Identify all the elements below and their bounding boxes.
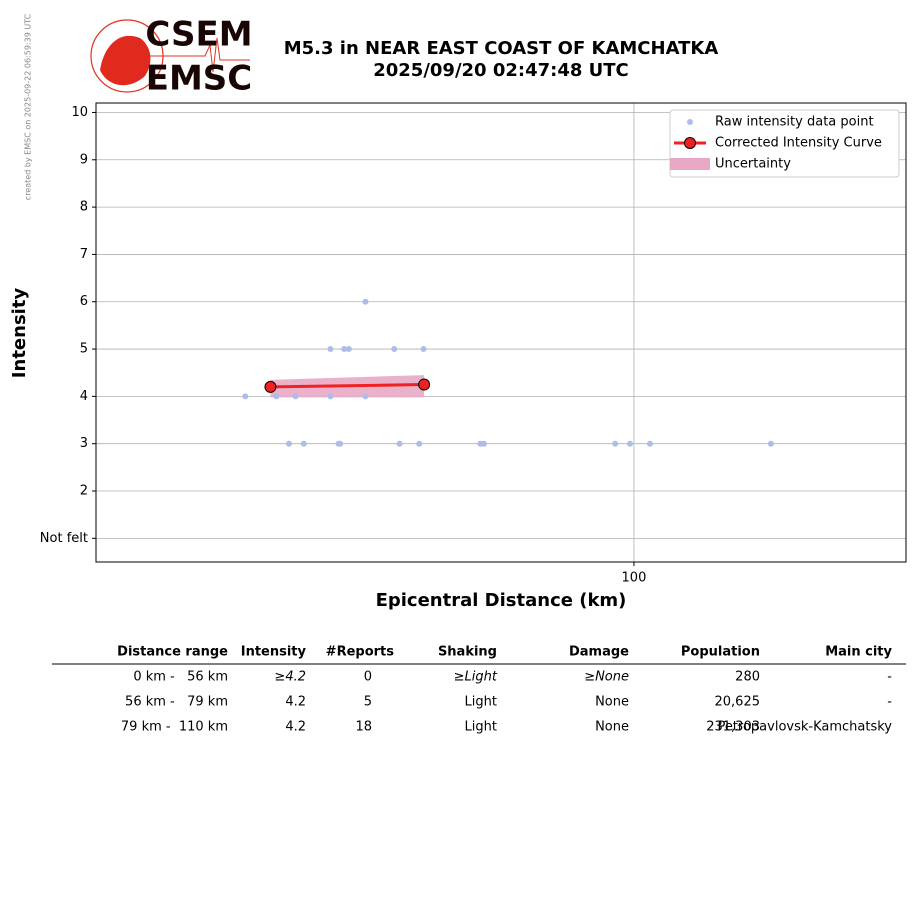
data-point [341,346,348,353]
table-cell: 4.2 [285,695,306,710]
table-cell: Petropavlovsk-Kamchatsky [717,720,892,735]
table-cell: ≥Light [454,670,498,685]
table-cell: Light [465,695,497,710]
data-point [416,440,423,447]
table-header: Main city [825,645,892,660]
table-cell: - [887,670,892,685]
table-cell: None [595,695,629,710]
y-tick-label: 8 [80,200,88,215]
x-tick-label: 100 [622,571,647,586]
legend-swatch [670,158,710,170]
table-cell: 5 [364,695,372,710]
data-point [362,298,369,305]
intensity-curve [270,383,425,389]
y-tick-label: 2 [80,484,88,499]
logo-text: CSEM [145,15,252,55]
logo: CSEM EMSC [90,15,253,99]
y-tick-label: 6 [80,294,88,309]
data-point [242,393,249,400]
data-point [362,393,369,400]
table-cell: - [887,695,892,710]
legend-label: Uncertainty [715,157,791,172]
data-point [273,393,280,400]
y-tick-label: Not felt [40,531,88,546]
table-header: Distance range [117,645,228,660]
watermark: created by EMSC on 2025-09-22 06:59:39 U… [24,13,33,200]
data-point [626,440,633,447]
table-cell: 79 km - 110 km [121,720,228,735]
legend-box [669,109,900,178]
data-point [420,346,427,353]
logo-text: EMSC [146,59,253,99]
table-cell: 4.2 [285,720,306,735]
table-header: Intensity [241,645,307,660]
y-tick-label: 10 [71,105,88,120]
table-cell: None [595,720,629,735]
chart-title: M5.3 in NEAR EAST COAST OF KAMCHATKA [284,38,719,59]
table-cell: 0 [364,670,372,685]
data-point [300,440,307,447]
logo-map [100,35,151,86]
plot-frame [95,102,907,563]
legend-swatch [687,119,693,125]
table-header: Shaking [438,645,497,660]
table-header: #Reports [326,645,395,660]
data-point [292,393,299,400]
y-tick-label: 3 [80,436,88,451]
data-point [327,346,334,353]
logo-seismo [150,37,250,73]
data-point [396,440,403,447]
data-point [480,440,487,447]
table-cell: 0 km - 56 km [133,670,228,685]
table-header: Population [681,645,760,660]
y-tick-label: 9 [80,152,88,167]
curve-marker [418,378,431,391]
data-point [345,346,352,353]
table-cell: 231,303 [706,720,760,735]
legend-label: Raw intensity data point [715,115,874,130]
table-cell: 20,625 [715,695,761,710]
table-cell: Light [465,720,497,735]
data-point [612,440,619,447]
y-axis-label: Intensity [9,288,30,379]
summary-table: Distance range Intensity #Reports Shaking Da… [52,645,906,735]
data-point [337,440,344,447]
table-cell: ≥4.2 [274,670,306,685]
data-point [646,440,653,447]
x-axis-label: Epicentral Distance (km) [376,590,627,611]
y-tick-label: 5 [80,342,88,357]
chart-subtitle: 2025/09/20 02:47:48 UTC [373,60,629,81]
legend-swatch [684,137,696,149]
y-tick-label: 4 [80,389,88,404]
y-tick-label: 7 [80,247,88,262]
plot-area: Not felt 2 3 4 5 6 7 8 9 10 100 Raw intensity data … [40,102,907,586]
table-cell: 56 km - 79 km [125,695,228,710]
table-header: Damage [569,645,629,660]
table-cell: 280 [735,670,760,685]
data-point [285,440,292,447]
legend-label: Corrected Intensity Curve [715,136,882,151]
curve-marker [264,380,277,393]
table-cell: ≥None [584,670,629,685]
data-point [767,440,774,447]
table-cell: 18 [355,720,372,735]
data-point [391,346,398,353]
data-point [327,393,334,400]
